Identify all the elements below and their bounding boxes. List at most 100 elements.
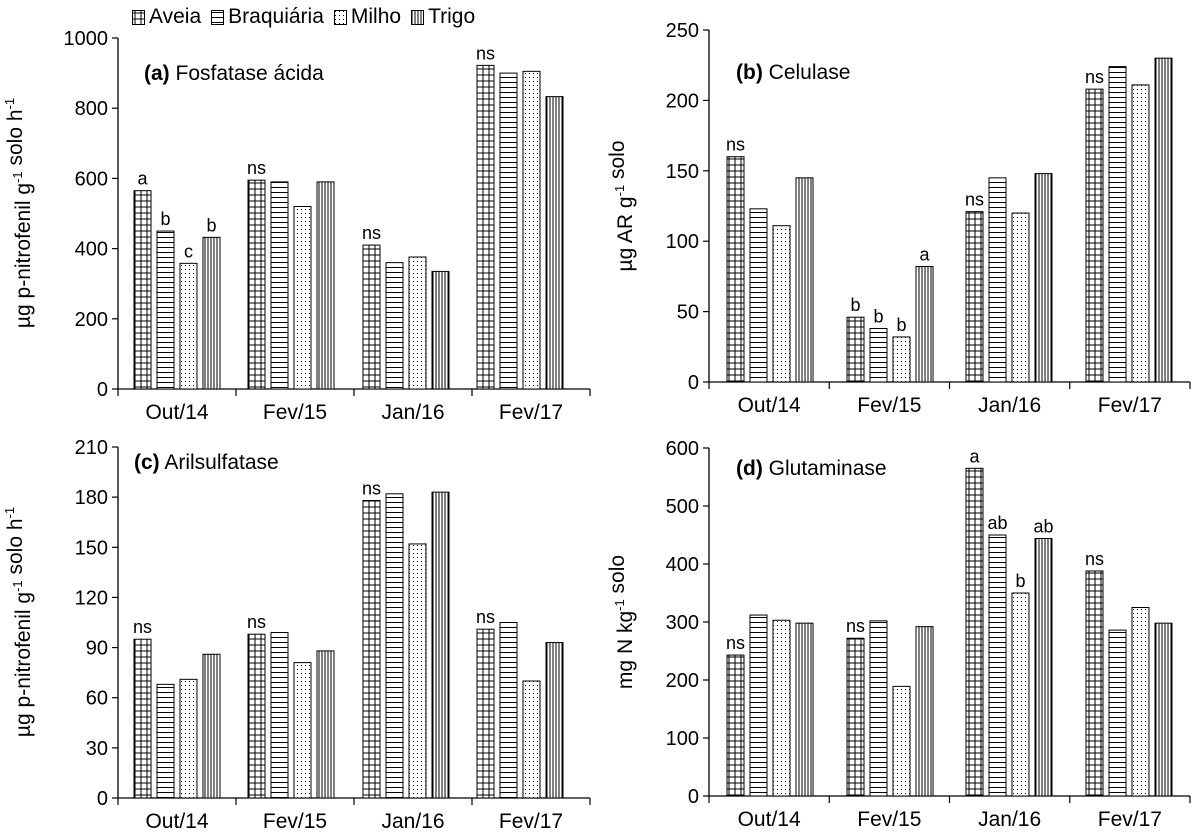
- y-tick-label: 210: [75, 437, 108, 459]
- significance-label: b: [206, 215, 216, 235]
- y-tick-label: 100: [666, 231, 699, 253]
- bar-aveia: [965, 467, 984, 797]
- bar-trigo: [431, 491, 450, 799]
- y-axis-label-superscript: -1: [10, 580, 25, 592]
- bar-trigo: [1154, 622, 1173, 797]
- x-tick-label: Fev/15: [263, 401, 327, 424]
- y-axis-label-text: solo: [606, 555, 629, 599]
- y-axis-label-text: solo: [606, 140, 629, 184]
- panel-name: Glutaminase: [763, 457, 887, 480]
- significance-label: b: [160, 209, 170, 229]
- panel-name: Fosfatase ácida: [170, 62, 324, 85]
- y-tick-label: 0: [688, 786, 699, 808]
- y-tick-label: 0: [97, 379, 108, 401]
- y-tick-label: 100: [666, 728, 699, 750]
- y-axis-label: µg AR g-1 solo: [606, 140, 637, 271]
- significance-label: ns: [362, 223, 381, 243]
- y-tick-label: 400: [75, 239, 108, 261]
- bar-milho: [772, 225, 791, 383]
- significance-label: a: [137, 169, 148, 189]
- y-tick-label: 200: [666, 90, 699, 112]
- significance-label: ab: [1033, 516, 1053, 536]
- y-tick-label: 250: [666, 20, 699, 42]
- legend-item-milho: Milho: [333, 5, 401, 29]
- significance-label: ns: [362, 478, 381, 498]
- bar-braquiaria: [156, 683, 175, 799]
- panel-title: (b) Celulase: [736, 61, 850, 84]
- bar-milho: [522, 70, 541, 390]
- bar-aveia: [846, 637, 865, 797]
- bar-braquiaria: [1108, 66, 1127, 383]
- y-tick-label: 200: [666, 670, 699, 692]
- significance-label: b: [896, 315, 906, 335]
- y-axis-label-text: µg p-nitrofenil g: [12, 592, 35, 737]
- y-axis-label-superscript: -1: [2, 507, 17, 519]
- bar-aveia: [1085, 88, 1104, 383]
- y-axis-label-text: µg p-nitrofenil g: [12, 183, 35, 328]
- y-tick-label: 300: [666, 612, 699, 634]
- bar-milho: [179, 262, 198, 390]
- significance-label: c: [184, 241, 193, 261]
- y-tick-label: 400: [666, 554, 699, 576]
- significance-label: ns: [965, 190, 984, 210]
- x-tick-label: Fev/15: [857, 808, 921, 831]
- bar-milho: [179, 678, 198, 799]
- bar-trigo: [1034, 537, 1053, 797]
- x-tick-label: Jan/16: [381, 401, 444, 424]
- bar-milho: [293, 205, 312, 390]
- bar-trigo: [431, 270, 450, 390]
- significance-label: ab: [987, 513, 1007, 533]
- bar-aveia: [362, 244, 381, 390]
- chart-legend: Aveia Braquiária Milho Trigo: [132, 4, 485, 30]
- y-tick-label: 800: [75, 98, 108, 120]
- significance-label: a: [969, 446, 980, 466]
- bar-trigo: [915, 266, 934, 383]
- bar-milho: [1011, 212, 1030, 383]
- bar-braquiaria: [385, 493, 404, 799]
- bar-aveia: [133, 190, 152, 390]
- bar-braquiaria: [499, 622, 518, 799]
- x-tick-label: Out/14: [738, 808, 801, 831]
- bar-braquiaria: [749, 208, 768, 383]
- x-tick-label: Out/14: [145, 401, 208, 424]
- bar-milho: [408, 256, 427, 390]
- bar-aveia: [726, 156, 745, 383]
- bar-trigo: [316, 650, 335, 799]
- significance-label: ns: [726, 633, 745, 653]
- y-tick-label: 30: [86, 738, 108, 760]
- x-tick-label: Jan/16: [978, 808, 1041, 831]
- bar-braquiaria: [385, 262, 404, 390]
- y-tick-label: 500: [666, 496, 699, 518]
- y-tick-label: 50: [677, 302, 699, 324]
- chart-panel-a: 02004006008001000abcbOut/14nsFev/15nsJan…: [2, 28, 591, 424]
- bar-braquiaria: [1108, 629, 1127, 797]
- y-tick-label: 180: [75, 487, 108, 509]
- legend-item-trigo: Trigo: [411, 5, 475, 29]
- bar-braquiaria: [869, 327, 888, 383]
- bar-trigo: [915, 626, 934, 797]
- bar-milho: [892, 336, 911, 383]
- chart-panel-d: 0 100 200 300 400 500 600 ns Out/14 ns Fev/15 a ab b a…: [606, 438, 1191, 831]
- bar-aveia: [726, 654, 745, 797]
- y-tick-label: 90: [86, 638, 108, 660]
- bar-aveia: [846, 316, 865, 383]
- bar-braquiaria: [988, 534, 1007, 797]
- panel-letter: (d): [736, 457, 763, 480]
- bar-trigo: [545, 96, 564, 390]
- bar-milho: [522, 680, 541, 799]
- bar-milho: [408, 543, 427, 799]
- bar-aveia: [362, 499, 381, 799]
- x-tick-label: Fev/17: [1098, 394, 1162, 417]
- legend-item-aveia: Aveia: [132, 5, 201, 29]
- x-tick-label: Jan/16: [978, 394, 1041, 417]
- bar-aveia: [247, 179, 266, 390]
- bar-aveia: [476, 628, 495, 799]
- x-tick-label: Fev/15: [857, 394, 921, 417]
- legend-swatch-aveia: [132, 9, 145, 25]
- bar-aveia: [965, 211, 984, 383]
- y-axis-label-text: mg N kg: [614, 611, 637, 689]
- x-tick-label: Fev/17: [499, 810, 563, 833]
- bar-trigo: [545, 642, 564, 799]
